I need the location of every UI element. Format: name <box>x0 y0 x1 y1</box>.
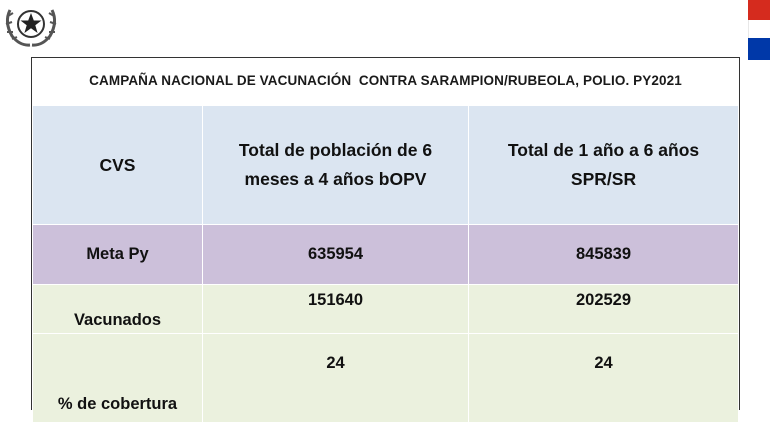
header-cvs-text: CVS <box>99 154 136 175</box>
paraguay-flag-icon <box>748 0 770 60</box>
table-row-cobertura: % de cobertura 24 24 <box>32 333 739 423</box>
vaccination-table: CVS Total de población de 6 meses a 4 añ… <box>32 105 739 423</box>
table-title: CAMPAÑA NACIONAL DE VACUNACIÓN CONTRA SA… <box>89 72 682 88</box>
table-row-meta: Meta Py 635954 845839 <box>32 224 739 285</box>
cell-vacunados-spr: 202529 <box>468 284 739 334</box>
row-label: Vacunados <box>32 284 203 334</box>
campaign-table-frame: CAMPAÑA NACIONAL DE VACUNACIÓN CONTRA SA… <box>31 57 740 423</box>
cell-cobertura-bopv: 24 <box>202 333 469 423</box>
header-spr-sr-text: Total de 1 año a 6 años SPR/SR <box>507 140 700 189</box>
header-bopv: Total de población de 6 meses a 4 años b… <box>202 105 469 225</box>
cell-meta-bopv: 635954 <box>202 224 469 285</box>
cell-meta-spr: 845839 <box>468 224 739 285</box>
star-seal-icon <box>0 0 62 50</box>
row-label: Meta Py <box>32 224 203 285</box>
header-cvs: CVS <box>32 105 203 225</box>
header-spr-sr: Total de 1 año a 6 años SPR/SR <box>468 105 739 225</box>
row-label: % de cobertura <box>32 333 203 423</box>
table-header-row: CVS Total de población de 6 meses a 4 añ… <box>32 105 739 225</box>
cell-cobertura-spr: 24 <box>468 333 739 423</box>
table-row-vacunados: Vacunados 151640 202529 <box>32 284 739 334</box>
header-bopv-text: Total de población de 6 meses a 4 años b… <box>238 140 433 189</box>
cell-vacunados-bopv: 151640 <box>202 284 469 334</box>
